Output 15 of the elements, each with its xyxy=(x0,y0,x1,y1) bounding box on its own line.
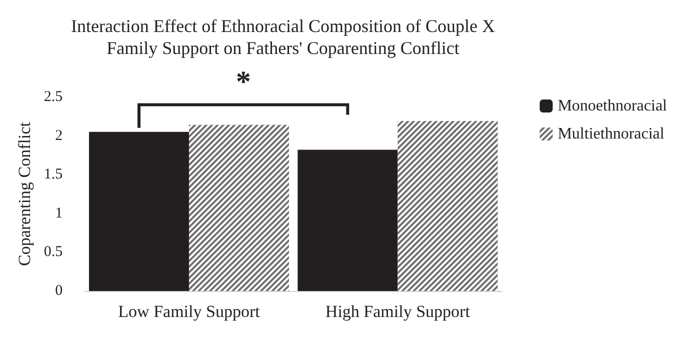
annotation: * xyxy=(236,65,251,98)
y-tick-label: 2 xyxy=(55,128,63,144)
legend-label: Monoethnoracial xyxy=(558,98,668,114)
y-tick-label: 1.5 xyxy=(44,166,63,183)
x-tick-label: High Family Support xyxy=(325,302,470,321)
y-tick-label: 2.5 xyxy=(44,89,63,105)
y-axis-title: Coparenting Conflict xyxy=(15,122,34,266)
chart-title: Interaction Effect of Ethnoracial Composition of Couple X Family Support on Fathers' Coparenting Conflict xyxy=(70,16,496,58)
bar xyxy=(298,150,398,291)
y-tick-label: 1 xyxy=(55,205,63,222)
y-tick-label: 0.5 xyxy=(44,244,63,260)
x-tick-label: Low Family Support xyxy=(118,302,260,321)
bar xyxy=(88,132,189,291)
y-tick-label: 0 xyxy=(55,283,63,299)
legend-label: Multiethnoracial xyxy=(558,126,665,142)
